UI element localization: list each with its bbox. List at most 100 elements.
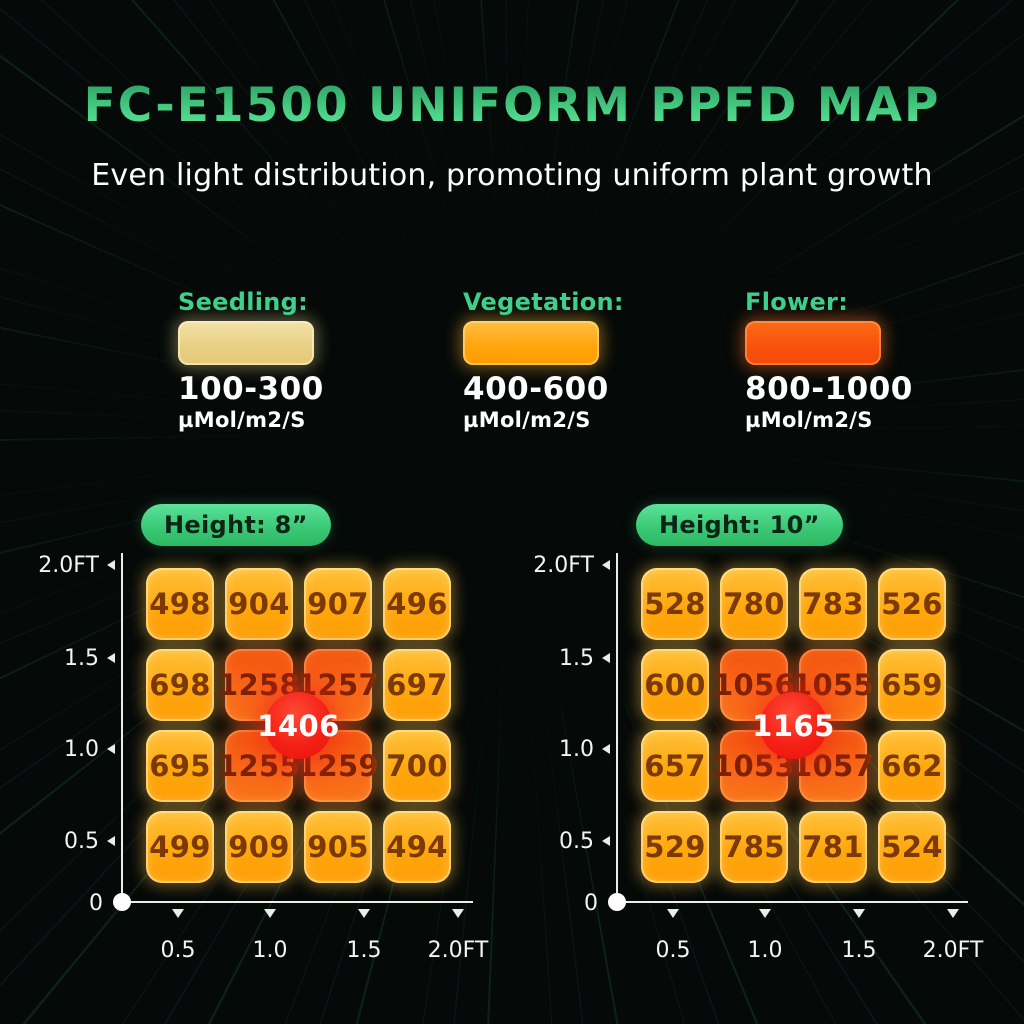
tick-left-arrow-icon bbox=[107, 560, 115, 570]
tick-left-arrow-icon bbox=[602, 653, 610, 663]
y-axis-origin: 0 bbox=[520, 890, 598, 916]
ppfd-grid: 528 780 783 526 600 1056 1055 659 657 10… bbox=[641, 568, 946, 883]
vegetation-color-swatch bbox=[463, 321, 599, 365]
legend-unit: µMol/m2/S bbox=[745, 408, 873, 432]
y-tick-label: 0.5 bbox=[64, 828, 99, 854]
ppfd-cell: 657 bbox=[641, 730, 709, 802]
ppfd-cell: 529 bbox=[641, 811, 709, 883]
flower-color-swatch bbox=[745, 321, 881, 365]
ppfd-cell: 662 bbox=[878, 730, 946, 802]
y-axis-tick: 2.0FT bbox=[520, 552, 610, 578]
ppfd-cell: 526 bbox=[878, 568, 946, 640]
tick-left-arrow-icon bbox=[107, 653, 115, 663]
y-axis-line bbox=[616, 553, 618, 903]
ppfd-cell: 496 bbox=[383, 568, 451, 640]
ppfd-cell: 499 bbox=[146, 811, 214, 883]
y-tick-label: 1.0 bbox=[559, 736, 594, 762]
ppfd-cell: 781 bbox=[799, 811, 867, 883]
tick-down-arrow-icon bbox=[452, 909, 464, 918]
y-tick-label: 2.0FT bbox=[533, 552, 594, 578]
tick-left-arrow-icon bbox=[602, 836, 610, 846]
ppfd-cell: 659 bbox=[878, 649, 946, 721]
axis-origin-dot bbox=[608, 893, 626, 911]
tick-left-arrow-icon bbox=[107, 744, 115, 754]
y-axis-tick: 0.5 bbox=[25, 828, 115, 854]
y-tick-label: 0 bbox=[584, 890, 598, 916]
legend-range: 400-600 bbox=[463, 371, 609, 407]
legend-label: Vegetation: bbox=[463, 288, 624, 316]
y-axis-tick: 1.5 bbox=[520, 645, 610, 671]
x-tick-label: 0.5 bbox=[160, 938, 196, 963]
ppfd-cell: 700 bbox=[383, 730, 451, 802]
chart-height-10: Height: 10” 2.0FT 1.5 1.0 0.5 0 0.5 1.0 … bbox=[520, 500, 1010, 990]
tick-down-arrow-icon bbox=[264, 909, 276, 918]
height-badge: Height: 8” bbox=[141, 504, 331, 546]
y-tick-label: 1.5 bbox=[559, 645, 594, 671]
tick-down-arrow-icon bbox=[667, 909, 679, 918]
page-subtitle: Even light distribution, promoting unifo… bbox=[91, 158, 933, 193]
legend-unit: µMol/m2/S bbox=[463, 408, 591, 432]
ppfd-cell: 524 bbox=[878, 811, 946, 883]
chart-height-8: Height: 8” 2.0FT 1.5 1.0 0.5 0 0.5 1.0 1… bbox=[25, 500, 515, 990]
ppfd-cell: 909 bbox=[225, 811, 293, 883]
y-axis-line bbox=[121, 553, 123, 903]
legend-item-seedling: Seedling: 100-300 µMol/m2/S bbox=[178, 288, 358, 432]
tick-left-arrow-icon bbox=[602, 744, 610, 754]
x-tick-label: 1.5 bbox=[346, 938, 382, 963]
y-tick-label: 2.0FT bbox=[38, 552, 99, 578]
ppfd-cell: 780 bbox=[720, 568, 788, 640]
peak-value-badge: 1406 bbox=[257, 692, 339, 759]
tick-left-arrow-icon bbox=[602, 560, 610, 570]
axis-origin-dot bbox=[113, 893, 131, 911]
x-tick-label: 2.0FT bbox=[427, 938, 489, 963]
tick-down-arrow-icon bbox=[853, 909, 865, 918]
tick-down-arrow-icon bbox=[759, 909, 771, 918]
legend-range: 800-1000 bbox=[745, 371, 913, 407]
seedling-color-swatch bbox=[178, 321, 314, 365]
y-tick-label: 1.5 bbox=[64, 645, 99, 671]
y-axis-tick: 0.5 bbox=[520, 828, 610, 854]
ppfd-cell: 695 bbox=[146, 730, 214, 802]
page-title: FC-E1500 UNIFORM PPFD MAP bbox=[0, 78, 1024, 133]
ppfd-cell: 907 bbox=[304, 568, 372, 640]
x-tick-label: 0.5 bbox=[655, 938, 691, 963]
tick-left-arrow-icon bbox=[107, 836, 115, 846]
y-axis-tick: 2.0FT bbox=[25, 552, 115, 578]
peak-value-badge: 1165 bbox=[752, 692, 834, 759]
legend-item-vegetation: Vegetation: 400-600 µMol/m2/S bbox=[463, 288, 643, 432]
ppfd-cell: 904 bbox=[225, 568, 293, 640]
tick-down-arrow-icon bbox=[947, 909, 959, 918]
x-tick-label: 1.5 bbox=[841, 938, 877, 963]
legend-unit: µMol/m2/S bbox=[178, 408, 306, 432]
y-tick-label: 0 bbox=[89, 890, 103, 916]
legend-label: Seedling: bbox=[178, 288, 309, 316]
legend-label: Flower: bbox=[745, 288, 849, 316]
tick-down-arrow-icon bbox=[172, 909, 184, 918]
ppfd-cell: 528 bbox=[641, 568, 709, 640]
x-axis-line bbox=[616, 901, 968, 903]
y-tick-label: 0.5 bbox=[559, 828, 594, 854]
y-axis-tick: 1.0 bbox=[25, 736, 115, 762]
legend-range: 100-300 bbox=[178, 371, 324, 407]
ppfd-cell: 785 bbox=[720, 811, 788, 883]
ppfd-cell: 697 bbox=[383, 649, 451, 721]
x-tick-label: 2.0FT bbox=[922, 938, 984, 963]
tick-down-arrow-icon bbox=[358, 909, 370, 918]
ppfd-cell: 600 bbox=[641, 649, 709, 721]
x-axis-line bbox=[121, 901, 473, 903]
y-tick-label: 1.0 bbox=[64, 736, 99, 762]
ppfd-cell: 698 bbox=[146, 649, 214, 721]
ppfd-cell: 905 bbox=[304, 811, 372, 883]
x-tick-label: 1.0 bbox=[747, 938, 783, 963]
ppfd-cell: 498 bbox=[146, 568, 214, 640]
y-axis-origin: 0 bbox=[25, 890, 103, 916]
ppfd-cell: 783 bbox=[799, 568, 867, 640]
x-tick-label: 1.0 bbox=[252, 938, 288, 963]
y-axis-tick: 1.5 bbox=[25, 645, 115, 671]
ppfd-cell-hot: 1057 bbox=[792, 730, 874, 802]
height-badge: Height: 10” bbox=[636, 504, 843, 546]
legend-item-flower: Flower: 800-1000 µMol/m2/S bbox=[745, 288, 925, 432]
ppfd-cell: 494 bbox=[383, 811, 451, 883]
